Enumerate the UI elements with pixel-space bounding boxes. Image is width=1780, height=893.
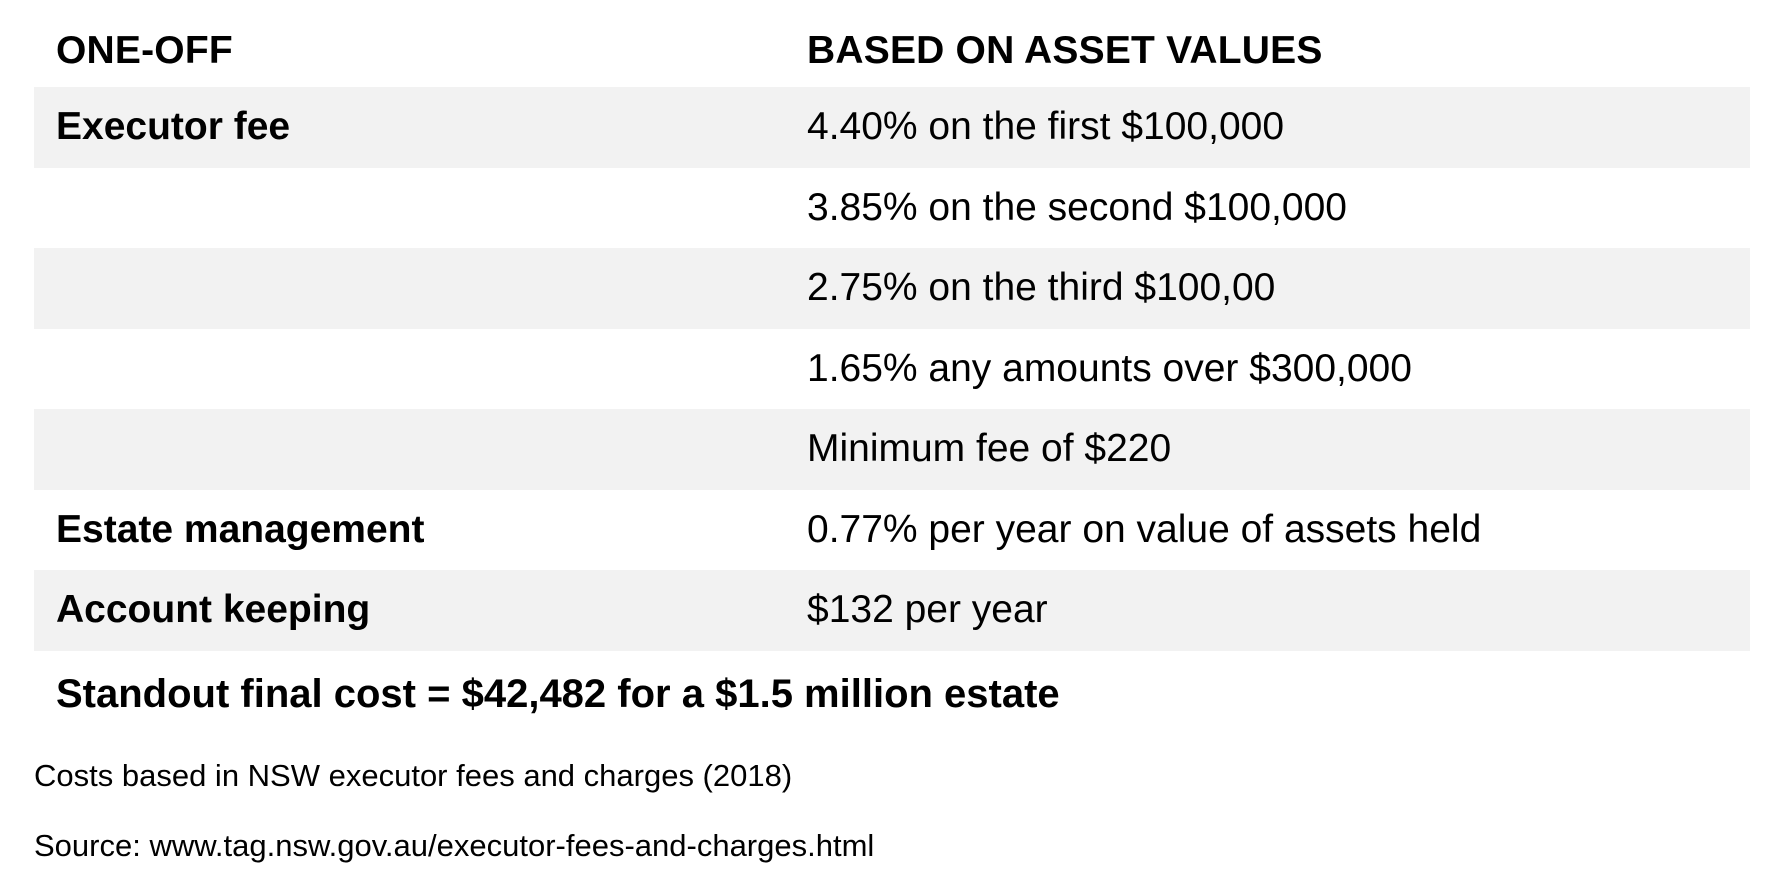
source-note: Source: www.tag.nsw.gov.au/executor-fees… xyxy=(34,828,875,863)
row-value: Minimum fee of $220 xyxy=(807,427,1172,471)
row-value: $132 per year xyxy=(807,588,1048,632)
header-one-off: ONE-OFF xyxy=(56,28,233,72)
row-label: Estate management xyxy=(56,507,425,551)
cost-basis-note: Costs based in NSW executor fees and cha… xyxy=(34,758,793,793)
table-row: Account keeping $132 per year xyxy=(34,570,1750,651)
row-value: 0.77% per year on value of assets held xyxy=(807,507,1482,551)
table-row: 3.85% on the second $100,000 xyxy=(34,168,1750,249)
table-row: Executor fee 4.40% on the first $100,000 xyxy=(34,87,1750,168)
row-value: 4.40% on the first $100,000 xyxy=(807,105,1285,149)
table-row: 2.75% on the third $100,00 xyxy=(34,248,1750,329)
table-row: 1.65% any amounts over $300,000 xyxy=(34,329,1750,410)
table-row: Estate management 0.77% per year on valu… xyxy=(34,490,1750,571)
row-value: 1.65% any amounts over $300,000 xyxy=(807,346,1412,390)
row-value: 3.85% on the second $100,000 xyxy=(807,185,1347,229)
fee-table: ONE-OFF BASED ON ASSET VALUES Executor f… xyxy=(34,0,1750,651)
row-label: Executor fee xyxy=(56,105,291,149)
header-asset-values: BASED ON ASSET VALUES xyxy=(807,28,1323,72)
table-row: Minimum fee of $220 xyxy=(34,409,1750,490)
row-value: 2.75% on the third $100,00 xyxy=(807,266,1276,310)
table-header-row: ONE-OFF BASED ON ASSET VALUES xyxy=(34,0,1750,87)
final-cost-summary: Standout final cost = $42,482 for a $1.5… xyxy=(56,672,1060,716)
row-label: Account keeping xyxy=(56,588,371,632)
